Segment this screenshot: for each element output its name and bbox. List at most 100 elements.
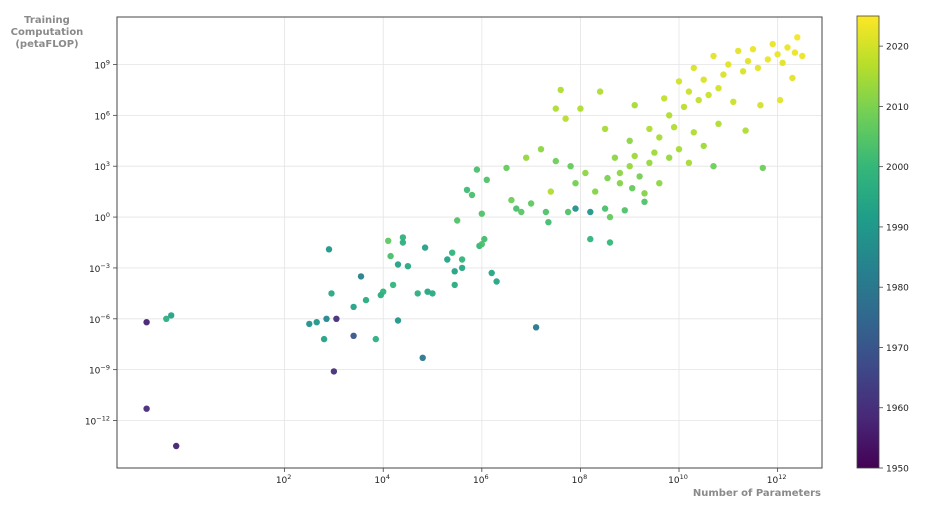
- data-point: [414, 290, 421, 297]
- y-tick-exponent: 0: [106, 211, 110, 219]
- colorbar-tick-label: 1950: [886, 465, 909, 475]
- data-point: [705, 91, 712, 99]
- data-point: [357, 273, 365, 280]
- y-tick-label: 10−12: [85, 415, 110, 428]
- data-point: [399, 234, 407, 241]
- data-point: [764, 56, 771, 63]
- data-point: [545, 219, 552, 226]
- x-tick-base: 10: [767, 476, 779, 486]
- colorbar-tick-label: 1980: [886, 284, 909, 294]
- data-point: [330, 368, 338, 375]
- data-point: [163, 315, 170, 322]
- data-point: [399, 239, 407, 246]
- x-tick-base: 10: [668, 476, 680, 486]
- data-point: [680, 103, 688, 111]
- data-point: [380, 288, 387, 295]
- y-tick-label: 100: [94, 211, 110, 224]
- data-point: [616, 180, 624, 187]
- y-tick-exponent: −12: [96, 415, 110, 423]
- colorbar-tick-label: 2000: [886, 163, 909, 173]
- x-axis-title: Number of Parameters: [693, 488, 821, 499]
- data-point: [631, 152, 638, 160]
- data-point: [394, 261, 402, 268]
- data-point: [478, 241, 485, 248]
- y-tick-exponent: 3: [106, 160, 110, 168]
- data-point: [641, 198, 648, 205]
- data-point: [611, 154, 619, 161]
- colorbar-tick-label: 1970: [886, 344, 909, 354]
- data-point: [523, 154, 530, 161]
- data-point: [700, 142, 707, 150]
- data-point: [675, 78, 683, 85]
- data-point: [333, 315, 340, 322]
- data-point: [695, 96, 702, 104]
- data-point: [720, 71, 727, 78]
- y-tick-exponent: −3: [100, 262, 110, 270]
- data-point: [320, 335, 328, 343]
- data-point: [404, 263, 412, 270]
- data-point: [572, 180, 579, 187]
- data-point: [458, 256, 466, 263]
- data-point: [481, 235, 488, 243]
- data-point: [641, 190, 648, 197]
- data-point: [690, 64, 697, 72]
- data-point: [646, 159, 653, 166]
- data-point: [350, 332, 357, 339]
- data-points: [143, 34, 806, 450]
- data-point: [473, 166, 481, 173]
- x-tick-exponent: 2: [287, 473, 291, 481]
- data-point: [670, 124, 678, 131]
- colorbar-tick-label: 1990: [886, 223, 909, 233]
- y-tick-exponent: −9: [100, 364, 110, 372]
- y-axis-title-line-2: Computation: [11, 27, 84, 38]
- data-point: [143, 405, 150, 412]
- data-point: [577, 105, 584, 112]
- x-tick-base: 10: [473, 476, 485, 486]
- data-point: [552, 105, 559, 112]
- data-point: [306, 320, 313, 328]
- y-tick-label: 106: [94, 109, 110, 122]
- colorbar-tick-label: 2020: [886, 43, 909, 53]
- y-tick-base: 10: [94, 214, 106, 224]
- data-point: [646, 125, 653, 133]
- x-tick-label: 106: [473, 473, 489, 486]
- data-point: [325, 246, 333, 253]
- data-point: [478, 210, 485, 217]
- data-point: [562, 115, 569, 122]
- data-point: [387, 252, 394, 260]
- data-point: [666, 112, 673, 119]
- data-point: [508, 196, 515, 204]
- data-point: [794, 34, 801, 41]
- data-point: [419, 354, 426, 361]
- data-point: [629, 185, 636, 192]
- data-point: [661, 95, 668, 102]
- data-point: [537, 146, 545, 153]
- colorbar-ticks: 1950 1960 1970 1980 1990 2000 2010 2020: [879, 43, 909, 475]
- data-point: [328, 290, 335, 297]
- data-point: [744, 57, 752, 65]
- data-point: [424, 288, 431, 295]
- data-point: [710, 163, 717, 170]
- data-point: [656, 180, 663, 187]
- y-tick-base: 10: [89, 316, 101, 326]
- y-tick-exponent: 6: [106, 109, 110, 117]
- data-point: [759, 164, 766, 172]
- y-tick-base: 10: [89, 265, 101, 275]
- data-point: [685, 88, 693, 95]
- data-point: [449, 249, 456, 256]
- x-tick-exponent: 12: [778, 473, 786, 481]
- data-point: [389, 281, 397, 289]
- data-point: [606, 213, 614, 221]
- x-axis-ticks: 102 104 106 108 1010 1012: [276, 468, 786, 486]
- x-tick-exponent: 6: [484, 473, 488, 481]
- data-point: [690, 129, 697, 136]
- y-tick-label: 10−3: [89, 262, 110, 275]
- data-point: [774, 51, 781, 58]
- data-point: [604, 174, 611, 182]
- data-point: [776, 96, 784, 104]
- data-point: [749, 46, 757, 53]
- data-point: [552, 157, 559, 165]
- data-point: [313, 319, 320, 326]
- x-tick-exponent: 8: [583, 473, 587, 481]
